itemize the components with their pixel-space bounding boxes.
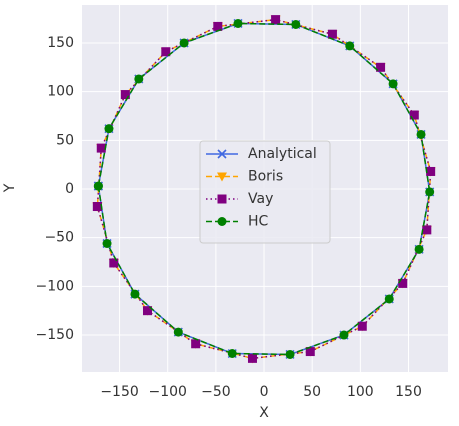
x-axis-label: X [259, 405, 269, 421]
x-tick-label: −100 [148, 384, 186, 400]
marker [102, 239, 112, 249]
marker [191, 339, 201, 349]
marker [426, 166, 436, 176]
x-tick-label: 50 [303, 384, 321, 400]
marker [130, 289, 140, 299]
marker [388, 79, 398, 89]
marker [120, 90, 130, 100]
marker [247, 353, 257, 363]
marker [345, 41, 355, 51]
marker [92, 202, 102, 212]
legend-label: Analytical [248, 146, 317, 162]
y-tick-label: 150 [47, 35, 74, 51]
marker [422, 225, 432, 235]
legend-label: Boris [248, 169, 283, 185]
y-tick-label: −150 [36, 327, 74, 343]
legend-label: HC [248, 214, 269, 230]
y-tick-label: 50 [56, 132, 74, 148]
y-tick-label: 100 [47, 84, 74, 100]
x-tick-label: −150 [100, 384, 138, 400]
marker [305, 347, 315, 357]
marker [384, 294, 394, 304]
legend-marker [217, 149, 227, 159]
marker [414, 244, 424, 254]
marker [285, 349, 295, 359]
marker [233, 18, 243, 28]
marker [179, 38, 189, 48]
marker [376, 62, 386, 72]
legend-label: Vay [248, 191, 273, 207]
marker [213, 21, 223, 31]
x-tick-label: 150 [395, 384, 422, 400]
marker [357, 321, 367, 331]
marker [104, 124, 114, 134]
marker [339, 330, 349, 340]
marker [425, 187, 435, 197]
marker [327, 29, 337, 39]
marker [409, 110, 419, 120]
y-tick-label: 0 [65, 181, 74, 197]
marker [227, 349, 237, 359]
marker [271, 15, 281, 25]
marker [134, 74, 144, 84]
x-tick-label: −50 [201, 384, 231, 400]
legend-marker [217, 172, 227, 182]
legend-box [199, 140, 331, 244]
marker [416, 129, 426, 139]
y-tick-label: −100 [36, 278, 74, 294]
marker [142, 306, 152, 316]
y-tick-label: −50 [44, 230, 74, 246]
legend-marker [217, 217, 227, 226]
marker [291, 19, 301, 29]
legend-marker [217, 194, 227, 204]
marker [109, 258, 119, 268]
y-axis-label: Y [2, 183, 18, 193]
marker [398, 278, 408, 288]
marker [96, 143, 106, 153]
x-tick-label: 100 [347, 384, 374, 400]
marker [93, 181, 103, 191]
x-tick-label: 0 [260, 384, 269, 400]
marker [161, 47, 171, 57]
marker [173, 327, 183, 337]
